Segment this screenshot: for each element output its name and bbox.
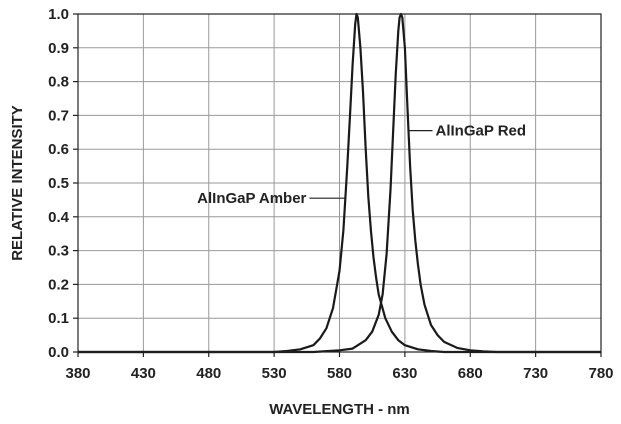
y-axis-title: RELATIVE INTENSITY <box>9 105 26 261</box>
x-tick-label: 430 <box>131 365 156 382</box>
annotations: AlInGaP Red AlInGaP Amber <box>197 123 526 208</box>
series-line-alingap-red <box>78 12 601 354</box>
annotation-label: AlInGaP Red <box>435 123 526 140</box>
y-tick-label: 0.5 <box>48 175 69 192</box>
x-tick-label: 680 <box>458 365 483 382</box>
x-tick-label: 780 <box>588 365 613 382</box>
x-tick-label: 530 <box>262 365 287 382</box>
x-tick-label: 580 <box>327 365 352 382</box>
series-layer <box>78 12 601 354</box>
series-line-alingap-amber <box>78 12 601 354</box>
y-tick-label: 0.6 <box>48 141 69 158</box>
x-tick-label: 380 <box>65 365 90 382</box>
y-tick-label: 0.8 <box>48 74 69 91</box>
y-tick-label: 0.9 <box>48 40 69 57</box>
annotation-label: AlInGaP Amber <box>197 190 306 207</box>
x-tick-label: 730 <box>523 365 548 382</box>
y-tick-label: 1.0 <box>48 6 69 23</box>
y-tick-label: 0.1 <box>48 310 69 327</box>
x-tick-labels: 380 430 480 530 580 630 680 730 780 <box>65 365 613 382</box>
x-tick-label: 480 <box>196 365 221 382</box>
plot-frame <box>77 13 602 353</box>
grid <box>73 13 602 357</box>
y-tick-label: 0.3 <box>48 243 69 260</box>
x-tick-label: 630 <box>392 365 417 382</box>
y-tick-label: 0.2 <box>48 276 69 293</box>
y-tick-label: 0.0 <box>48 344 69 361</box>
y-tick-label: 0.7 <box>48 107 69 124</box>
y-tick-labels: 0.0 0.1 0.2 0.3 0.4 0.5 0.6 0.7 0.8 0.9 1.0 <box>48 6 70 361</box>
y-tick-label: 0.4 <box>48 209 70 226</box>
x-axis-title: WAVELENGTH - nm <box>269 401 410 418</box>
